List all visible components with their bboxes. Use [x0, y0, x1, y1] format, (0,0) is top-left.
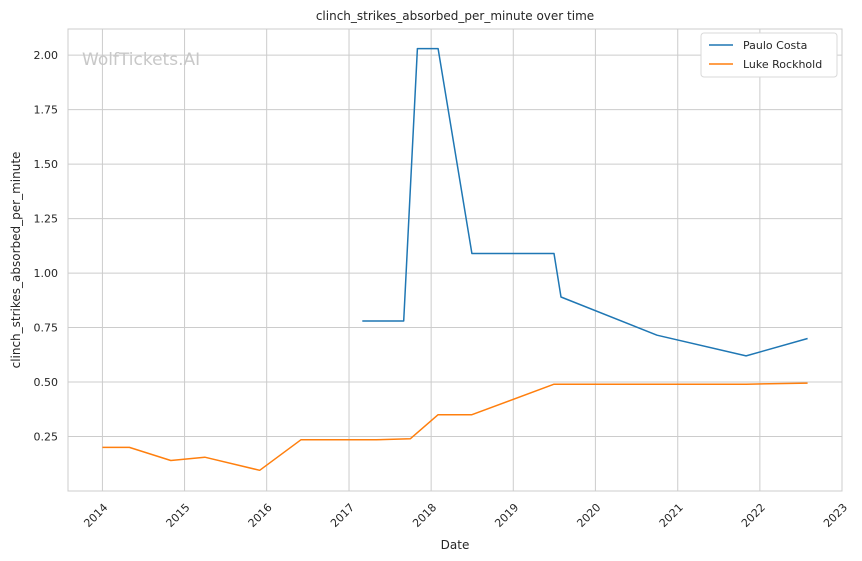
x-tick-label: 2017	[328, 501, 357, 530]
series-line-luke-rockhold	[102, 382, 808, 472]
y-tick-label: 1.00	[34, 267, 59, 280]
x-tick-label: 2023	[821, 501, 850, 530]
legend-box	[700, 32, 838, 78]
y-tick-label: 0.25	[34, 431, 59, 444]
y-tick-label: 1.50	[34, 158, 59, 171]
y-axis-label: clinch_strikes_absorbed_per_minute	[9, 152, 23, 369]
x-tick-label: 2014	[81, 501, 110, 530]
y-tick-label: 0.75	[34, 322, 59, 335]
y-tick-labels: 0.25 0.50 0.75 1.00 1.25 1.50 1.75 2.00	[34, 49, 59, 443]
legend-label-paulo-costa: Paulo Costa	[743, 39, 807, 52]
series-layer	[102, 47, 808, 472]
x-axis-label: Date	[441, 538, 470, 552]
x-tick-labels: 2014 2015 2016 2017 2018 2019 2020 2021 2022 2023	[81, 501, 850, 530]
y-tick-label: 2.00	[34, 49, 59, 62]
y-tick-label: 1.75	[34, 104, 59, 117]
watermark: WolfTickets.AI	[82, 50, 200, 70]
x-tick-label: 2020	[574, 501, 603, 530]
x-tick-label: 2019	[492, 501, 521, 530]
chart-title: clinch_strikes_absorbed_per_minute over …	[316, 9, 594, 23]
y-tick-label: 0.50	[34, 376, 59, 389]
x-tick-label: 2016	[246, 501, 275, 530]
x-tick-label: 2018	[410, 501, 439, 530]
legend: Paulo Costa Luke Rockhold	[700, 32, 838, 78]
y-tick-label: 1.25	[34, 213, 59, 226]
series-line-paulo-costa	[362, 47, 808, 357]
plot-frame	[67, 28, 843, 492]
x-tick-label: 2022	[739, 501, 768, 530]
x-tick-label: 2021	[657, 501, 686, 530]
x-tick-label: 2015	[164, 501, 193, 530]
legend-label-luke-rockhold: Luke Rockhold	[743, 58, 822, 71]
grid	[68, 29, 843, 491]
